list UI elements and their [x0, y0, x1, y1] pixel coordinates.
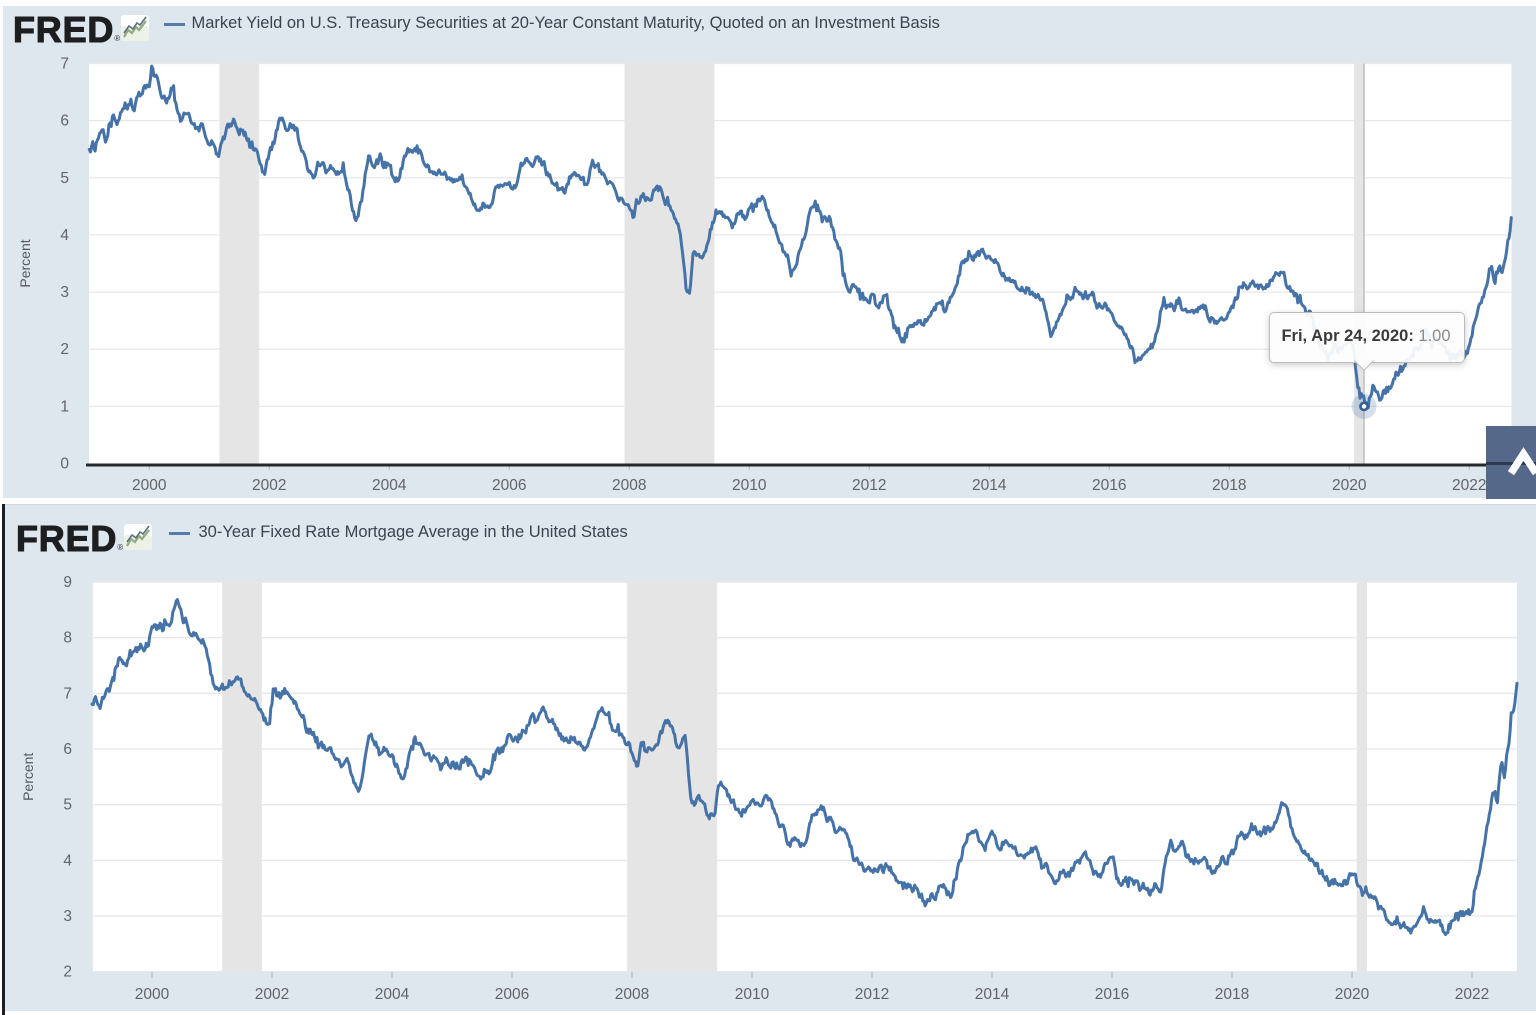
svg-text:2004: 2004: [372, 477, 407, 494]
svg-text:2000: 2000: [132, 477, 167, 494]
svg-text:2000: 2000: [135, 986, 170, 1003]
svg-text:4: 4: [60, 227, 69, 244]
svg-text:2014: 2014: [972, 477, 1007, 494]
svg-text:2: 2: [63, 964, 72, 981]
svg-text:2012: 2012: [852, 477, 886, 494]
svg-text:2002: 2002: [255, 986, 289, 1003]
svg-text:2012: 2012: [855, 986, 889, 1003]
svg-text:9: 9: [63, 574, 72, 591]
svg-text:3: 3: [63, 908, 72, 925]
svg-text:Percent: Percent: [17, 239, 33, 287]
svg-text:2022: 2022: [1452, 477, 1486, 494]
svg-text:7: 7: [60, 56, 69, 73]
svg-text:2016: 2016: [1092, 477, 1126, 494]
svg-text:2004: 2004: [375, 986, 410, 1003]
svg-text:6: 6: [63, 741, 72, 758]
svg-text:2010: 2010: [735, 986, 770, 1003]
svg-text:2014: 2014: [975, 986, 1010, 1003]
svg-text:2020: 2020: [1335, 986, 1370, 1003]
svg-text:1: 1: [60, 398, 69, 415]
svg-text:2016: 2016: [1095, 986, 1129, 1003]
svg-text:2008: 2008: [612, 477, 646, 494]
svg-text:0: 0: [60, 456, 69, 473]
svg-text:2006: 2006: [492, 477, 526, 494]
svg-text:2: 2: [60, 341, 69, 358]
svg-text:2018: 2018: [1212, 477, 1246, 494]
svg-text:4: 4: [63, 852, 72, 869]
svg-text:2020: 2020: [1332, 477, 1367, 494]
svg-text:8: 8: [63, 630, 72, 647]
svg-text:7: 7: [63, 685, 72, 702]
svg-text:2006: 2006: [495, 986, 529, 1003]
svg-text:2008: 2008: [615, 986, 649, 1003]
svg-text:5: 5: [63, 797, 72, 814]
svg-text:3: 3: [60, 284, 69, 301]
svg-text:2018: 2018: [1215, 986, 1249, 1003]
svg-text:2002: 2002: [252, 477, 286, 494]
svg-text:2010: 2010: [732, 477, 767, 494]
svg-text:Percent: Percent: [20, 753, 36, 801]
svg-text:2022: 2022: [1455, 986, 1489, 1003]
svg-text:6: 6: [60, 113, 69, 130]
svg-text:5: 5: [60, 170, 69, 187]
